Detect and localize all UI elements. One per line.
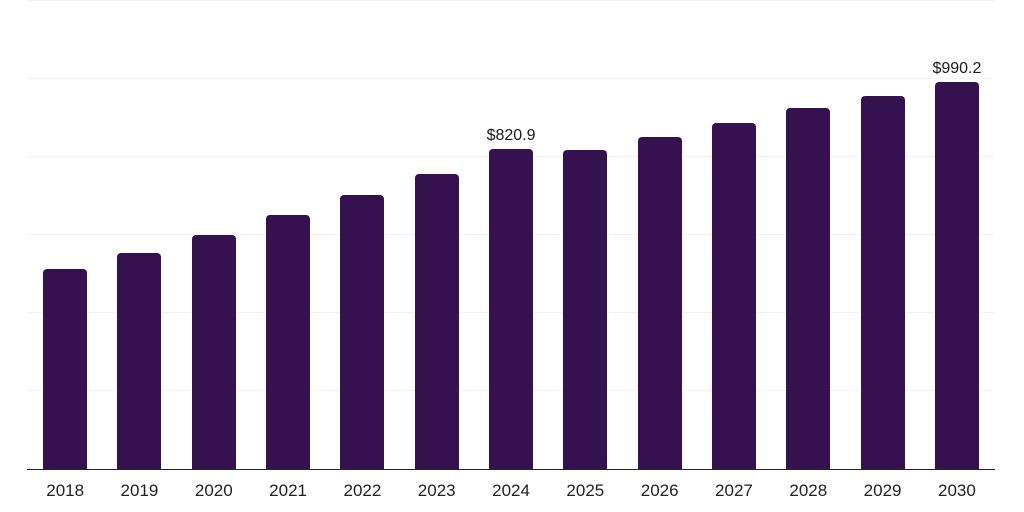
bars-container: $820.9 $990.2	[28, 0, 994, 469]
bar-2019	[117, 252, 162, 469]
bar-value-label: $990.2	[932, 60, 982, 78]
gridline	[28, 0, 994, 1]
plot-area: $820.9 $990.2	[27, 0, 995, 470]
bar-column-2023	[400, 0, 474, 469]
x-axis-label: 2023	[417, 481, 456, 500]
bar-column-2025	[548, 0, 622, 469]
x-axis-label: 2026	[640, 481, 679, 500]
bar-2024: $820.9	[487, 127, 536, 469]
bar-column-2027	[697, 0, 771, 469]
x-axis-labels: 2018 2019 2020 2021 2022 2023 2024 2025 2026 2027…	[28, 481, 994, 501]
bar-2026	[637, 136, 682, 469]
bar-2028	[786, 107, 831, 469]
bar-value-label: $820.9	[486, 126, 536, 144]
bar-2018	[43, 268, 88, 469]
bar-column-2020	[177, 0, 251, 469]
bar-column-2030: $990.2	[920, 0, 994, 469]
x-axis-label: 2024	[492, 481, 530, 500]
bar-2020	[191, 234, 236, 469]
x-axis-label: 2018	[46, 481, 85, 500]
x-axis-label: 2027	[715, 481, 753, 500]
bar-2029	[860, 96, 905, 469]
bar-2023	[414, 174, 459, 469]
x-axis-label: 2028	[789, 481, 828, 500]
bar-column-2021	[251, 0, 325, 469]
bar-2022	[340, 194, 385, 469]
bar-column-2029	[845, 0, 919, 469]
bar-column-2024: $820.9	[474, 0, 548, 469]
gridline	[28, 78, 994, 80]
x-axis-label: 2020	[194, 481, 233, 500]
x-axis-label: 2025	[566, 481, 605, 500]
bar-column-2019	[102, 0, 176, 469]
x-axis-label: 2019	[120, 481, 159, 500]
x-axis-label: 2022	[343, 481, 382, 500]
x-axis-line	[27, 468, 995, 470]
bar-column-2026	[623, 0, 697, 469]
x-axis-label: 2029	[863, 481, 902, 500]
bar-column-2018	[28, 0, 102, 469]
x-axis-label: 2030	[937, 481, 976, 500]
bar-column-2028	[771, 0, 845, 469]
bar-2025	[563, 150, 608, 469]
bar-2030: $990.2	[932, 60, 981, 469]
bar-2027	[711, 122, 756, 469]
bar-2021	[266, 215, 311, 469]
bar-column-2022	[325, 0, 399, 469]
x-axis-label: 2021	[269, 481, 307, 500]
